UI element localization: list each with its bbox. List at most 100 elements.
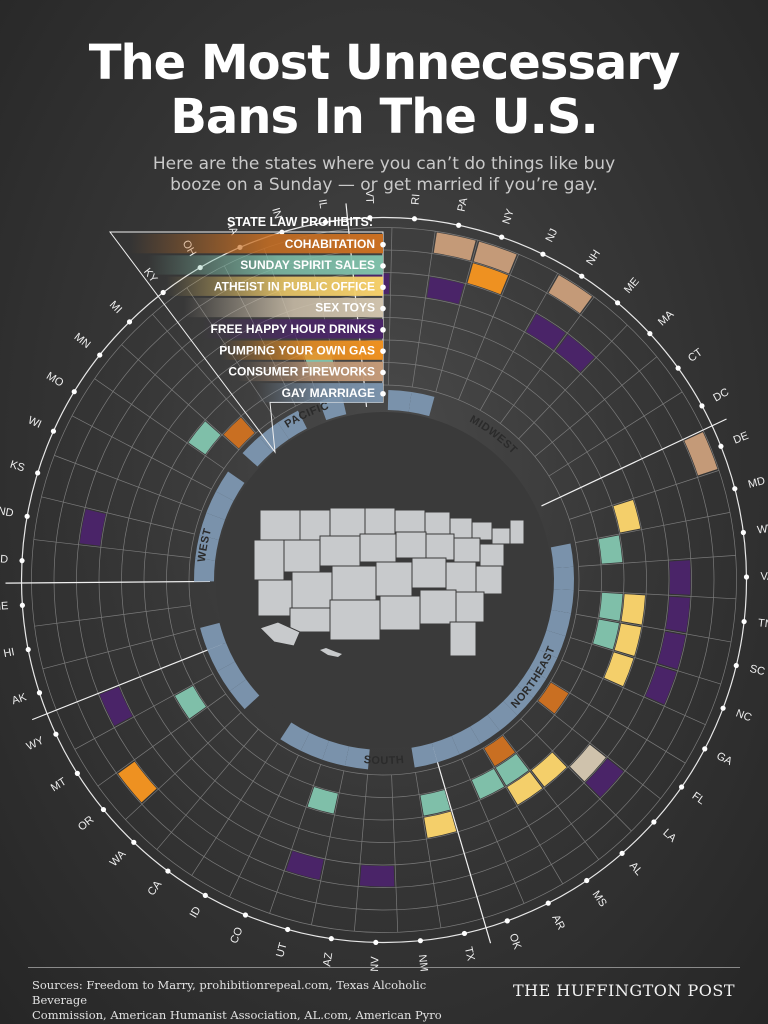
grid-spoke xyxy=(191,743,278,876)
ban-cell-nc xyxy=(645,665,677,705)
ring-segment-fl xyxy=(517,668,547,698)
map-state-shape xyxy=(364,507,396,535)
ban-cell-tx xyxy=(424,811,457,838)
state-dot xyxy=(25,646,31,653)
state-dot xyxy=(619,850,625,856)
title-line-2: Bans In The U.S. xyxy=(170,89,598,145)
map-state-shape xyxy=(471,521,493,541)
state-dot xyxy=(165,868,171,874)
legend-item-label: GAY MARRIAGE xyxy=(282,386,375,400)
ban-cell-la xyxy=(569,744,606,782)
ban-cell-wy xyxy=(99,686,133,726)
ring-segment-mi xyxy=(242,436,273,467)
ring-segment-co xyxy=(300,732,329,760)
grid-spoke xyxy=(518,324,628,440)
ban-cell-nd xyxy=(79,509,106,546)
grid-spoke xyxy=(311,770,345,926)
grid-spoke xyxy=(391,774,399,933)
state-label-id: ID xyxy=(188,905,204,921)
state-label-pa: PA xyxy=(456,196,471,213)
ban-cell-ut xyxy=(286,850,324,880)
state-label-ar: AR xyxy=(549,913,567,932)
ban-cell-pa xyxy=(427,276,464,304)
grid-spoke xyxy=(152,313,257,434)
ban-cell-tx xyxy=(420,789,451,816)
state-label-fl: FL xyxy=(690,790,707,807)
map-state-shape xyxy=(331,565,377,601)
state-label-al: AL xyxy=(627,860,645,878)
state-label-me: ME xyxy=(622,276,642,296)
ban-cell-nv xyxy=(359,865,395,887)
ban-cell-nh xyxy=(526,314,566,350)
ring-segment-oh xyxy=(277,410,307,440)
state-dot xyxy=(740,529,746,536)
state-dot xyxy=(732,486,738,492)
map-state-shape xyxy=(419,589,457,625)
map-state-shape xyxy=(455,591,485,623)
legend-dot xyxy=(380,369,386,376)
ring-segment-mt xyxy=(217,661,247,692)
ban-cell-va xyxy=(669,560,691,595)
legend-title: STATE LAW PROHIBITS: xyxy=(227,215,373,229)
legend-swatch xyxy=(148,255,383,275)
state-dot xyxy=(242,912,249,918)
subtitle-line-1: Here are the states where you can’t do t… xyxy=(152,154,616,174)
map-state-shape xyxy=(283,539,321,573)
state-dot xyxy=(733,662,739,669)
legend-item-label: SEX TOYS xyxy=(315,301,375,315)
state-label-co: CO xyxy=(228,925,246,945)
map-state-shape xyxy=(289,607,331,633)
grid-spoke xyxy=(125,712,242,820)
ban-cell-nc xyxy=(604,652,634,687)
state-label-nj: NJ xyxy=(544,227,561,244)
state-dot xyxy=(100,806,107,813)
legend-swatch xyxy=(256,383,383,403)
grid-ring xyxy=(143,339,625,821)
map-state-shape xyxy=(329,599,381,641)
region-divider xyxy=(5,580,211,584)
grid-spoke xyxy=(156,728,259,850)
outer-ring xyxy=(20,216,748,944)
state-label-ut: UT xyxy=(274,941,290,959)
grid-spoke xyxy=(534,356,658,457)
ring-segment-mo xyxy=(215,471,245,501)
ban-cell-ms xyxy=(495,753,529,786)
sources-line-1: Sources: Freedom to Marry, prohibitionre… xyxy=(32,978,427,1007)
state-label-mo: MO xyxy=(44,370,66,390)
ban-cell-tn xyxy=(599,592,623,621)
ban-cell-tn xyxy=(621,594,646,625)
state-dot xyxy=(540,251,546,257)
state-label-ak: AK xyxy=(10,691,28,707)
legend-swatch xyxy=(202,319,383,339)
state-dot xyxy=(97,352,103,358)
state-dot xyxy=(456,222,462,228)
state-dot xyxy=(322,219,329,225)
legend-dot xyxy=(380,241,386,248)
state-dot xyxy=(53,731,59,737)
map-state-shape xyxy=(319,535,361,567)
map-state-shape xyxy=(445,561,477,593)
state-dot xyxy=(651,819,657,825)
state-label-sc: SC xyxy=(748,663,766,678)
ban-cell-me xyxy=(555,334,595,373)
state-dot xyxy=(718,443,724,449)
ban-cell-nh xyxy=(548,275,593,314)
state-dot xyxy=(36,690,43,696)
state-label-wy: WY xyxy=(25,734,47,753)
ban-cell-mi xyxy=(223,417,255,449)
region-divider xyxy=(31,643,223,721)
state-label-ct: CT xyxy=(686,346,705,364)
state-label-nc: NC xyxy=(734,707,753,724)
state-dot xyxy=(741,618,747,625)
state-dot xyxy=(285,926,291,933)
ban-cell-mn xyxy=(188,421,221,455)
ring-segment-ok xyxy=(431,736,460,763)
ring-segment-or xyxy=(229,679,260,710)
legend-item-label: COHABITATION xyxy=(285,237,375,251)
state-label-az: AZ xyxy=(321,951,335,967)
legend-dot xyxy=(380,348,386,354)
state-label-dc: DC xyxy=(711,386,731,404)
ring-segment-tn xyxy=(551,589,574,614)
ban-cell-pa xyxy=(433,232,476,261)
